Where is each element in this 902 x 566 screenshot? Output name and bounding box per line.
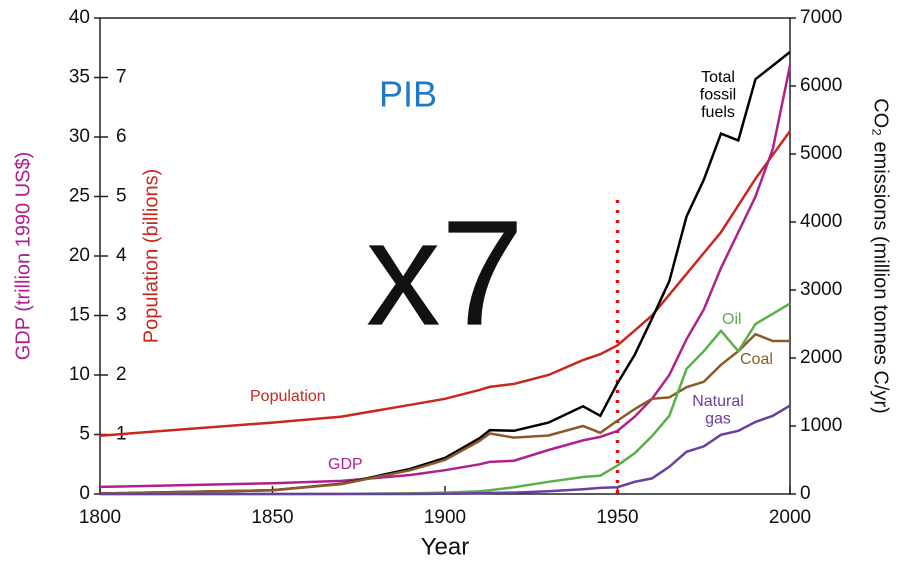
population-tick-label: 5 [116,186,127,207]
series-label: Oil [722,311,742,328]
y2-tick-label: 2000 [800,347,842,368]
y-tick-label: 5 [79,424,90,445]
y2-tick-label: 6000 [800,75,842,96]
y-tick-label: 10 [69,364,90,385]
series-line [99,332,790,495]
y-tick-label: 40 [69,7,90,28]
series-label: Coal [740,351,773,368]
x-tick-label: 2000 [769,507,811,528]
x-axis-label: Year [421,533,470,560]
x7-annotation: x7 [366,189,524,357]
y2-tick-label: 0 [800,483,811,504]
pib-annotation: PIB [379,74,437,115]
y-tick-label: 20 [69,245,90,266]
y2-axis-label: CO₂ emissions (million tonnes C/yr) [870,98,892,414]
population-axis-label: Population (billions) [140,169,162,344]
y-tick-label: 25 [69,186,90,207]
series-line [99,51,791,495]
series-label: Natural gas [692,393,744,428]
x-tick-label: 1950 [596,507,638,528]
y2-tick-label: 5000 [800,143,842,164]
y-tick-label: 30 [69,126,90,147]
x-tick-label: 1800 [79,507,121,528]
y-tick-label: 35 [69,67,90,88]
population-tick-label: 4 [116,245,127,266]
population-tick-label: 6 [116,126,127,147]
y2-tick-label: 3000 [800,279,842,300]
series-line [99,130,792,437]
y2-tick-label: 1000 [800,415,842,436]
population-tick-label: 2 [116,364,127,385]
population-tick-label: 7 [116,67,127,88]
y2-tick-label: 4000 [800,211,842,232]
y-tick-label: 15 [69,305,90,326]
series-line [99,65,792,489]
y2-tick-label: 7000 [800,7,842,28]
x-tick-label: 1900 [424,507,466,528]
series-label: Total fossil fuels [700,69,736,121]
series-label: GDP [328,456,363,473]
x-tick-label: 1850 [251,507,293,528]
y-axis-label: GDP (trillion 1990 US$) [12,152,34,361]
population-tick-label: 3 [116,305,127,326]
series-line [100,404,791,496]
series-label: Population [250,388,326,405]
y-tick-label: 0 [79,483,90,504]
